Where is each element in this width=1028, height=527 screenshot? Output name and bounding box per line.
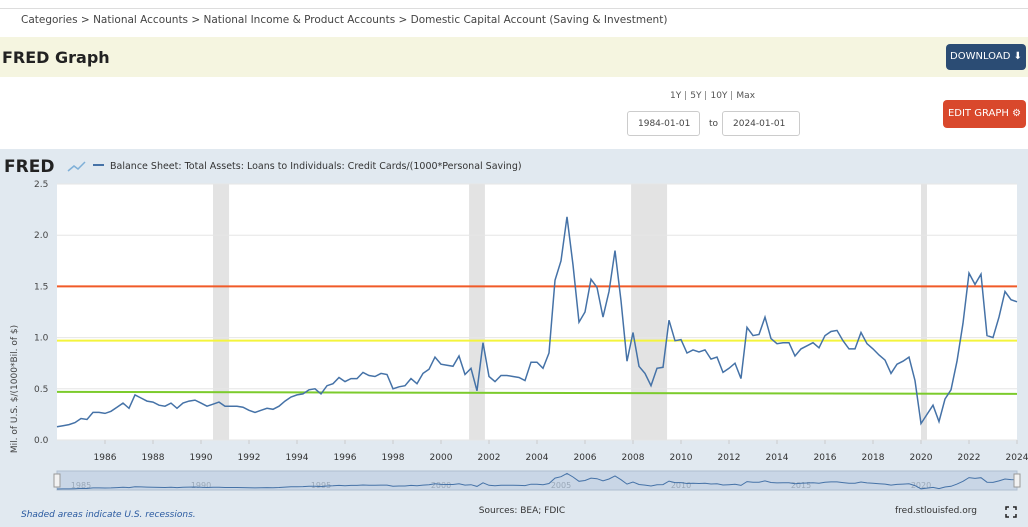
x-tick-label: 2014: [766, 453, 789, 463]
x-tick-label: 2016: [814, 453, 837, 463]
range-5y[interactable]: 5Y: [690, 91, 702, 101]
navigator-tick-label: 1985: [71, 481, 91, 490]
range-max[interactable]: Max: [736, 91, 756, 101]
x-tick-label: 1992: [238, 453, 261, 463]
x-tick-label: 2022: [958, 453, 981, 463]
x-tick-label: 2006: [574, 453, 597, 463]
navigator-tick-label: 2005: [551, 481, 571, 490]
fred-logo: FRED: [4, 157, 54, 177]
recession-note: Shaded areas indicate U.S. recessions.: [21, 510, 196, 520]
separator: [705, 91, 707, 100]
x-tick-label: 1986: [94, 453, 117, 463]
to-label: to: [709, 119, 719, 129]
x-tick-label: 1988: [142, 453, 165, 463]
breadcrumb[interactable]: Categories > National Accounts > Nationa…: [21, 14, 668, 26]
fullscreen-icon[interactable]: [1005, 506, 1017, 518]
recession-band: [469, 184, 485, 440]
navigator-handle-right[interactable]: [1013, 473, 1021, 488]
recession-band: [631, 184, 668, 440]
range-1y[interactable]: 1Y: [670, 91, 682, 101]
separator: [685, 91, 687, 100]
end-date[interactable]: 2024-01-01: [722, 111, 800, 136]
y-tick-label: 0.0: [34, 436, 49, 446]
navigator-handle-left[interactable]: [53, 473, 61, 488]
edit-graph-button[interactable]: EDIT GRAPH ⚙: [943, 100, 1026, 128]
header: [0, 37, 1028, 77]
range-selector: 1Y 5Y 10Y Max: [670, 91, 755, 101]
x-tick-label: 2010: [670, 453, 693, 463]
y-tick-label: 2.0: [34, 231, 49, 241]
recession-band: [921, 184, 927, 440]
x-tick-label: 2000: [430, 453, 453, 463]
y-tick-label: 1.0: [34, 334, 49, 344]
navigator-tick-label: 2010: [671, 481, 691, 490]
navigator-tick-label: 1990: [191, 481, 211, 490]
navigator-tick-label: 2000: [431, 481, 451, 490]
x-tick-label: 2008: [622, 453, 645, 463]
separator: [731, 91, 733, 100]
x-tick-label: 1994: [286, 453, 309, 463]
range-10y[interactable]: 10Y: [710, 91, 728, 101]
reference-line: [56, 390, 1018, 395]
legend-label: Balance Sheet: Total Assets: Loans to In…: [110, 161, 522, 172]
logo-icon: [67, 161, 86, 172]
start-date[interactable]: 1984-01-01: [627, 111, 700, 136]
x-tick-label: 2020: [910, 453, 933, 463]
navigator-tick-label: 2020: [911, 481, 931, 490]
site[interactable]: fred.stlouisfed.org: [895, 506, 977, 516]
x-tick-label: 2004: [526, 453, 549, 463]
series-line: [56, 216, 1018, 428]
edit-label: EDIT GRAPH: [947, 108, 1009, 119]
navigator-line: [56, 472, 1018, 490]
top-bar: [0, 0, 1028, 9]
chart: FRED Balance Sheet: Total Assets: Loans …: [0, 149, 1028, 527]
x-tick-label: 2024: [1006, 453, 1028, 463]
header-title: FRED Graph: [2, 48, 110, 67]
plot-area: [57, 184, 1017, 440]
y-tick-label: 0.5: [34, 385, 48, 395]
y-tick-label: 1.5: [34, 282, 48, 292]
y-tick-label: 2.5: [34, 180, 48, 190]
x-tick-label: 2012: [718, 453, 741, 463]
y-axis-label: Mil. of U.S. $/(1000*Bil. of $): [10, 325, 20, 453]
download-label: DOWNLOAD: [950, 51, 1011, 62]
x-tick-label: 2002: [478, 453, 501, 463]
recession-band: [213, 184, 230, 440]
x-tick-label: 2018: [862, 453, 885, 463]
navigator-tick-label: 2015: [791, 481, 811, 490]
download-button[interactable]: DOWNLOAD ⬇: [946, 44, 1026, 70]
x-tick-label: 1996: [334, 453, 357, 463]
navigator-tick-label: 1995: [311, 481, 331, 490]
source: Sources: BEA; FDIC: [479, 506, 565, 516]
x-tick-label: 1998: [382, 453, 405, 463]
x-tick-label: 1990: [190, 453, 213, 463]
